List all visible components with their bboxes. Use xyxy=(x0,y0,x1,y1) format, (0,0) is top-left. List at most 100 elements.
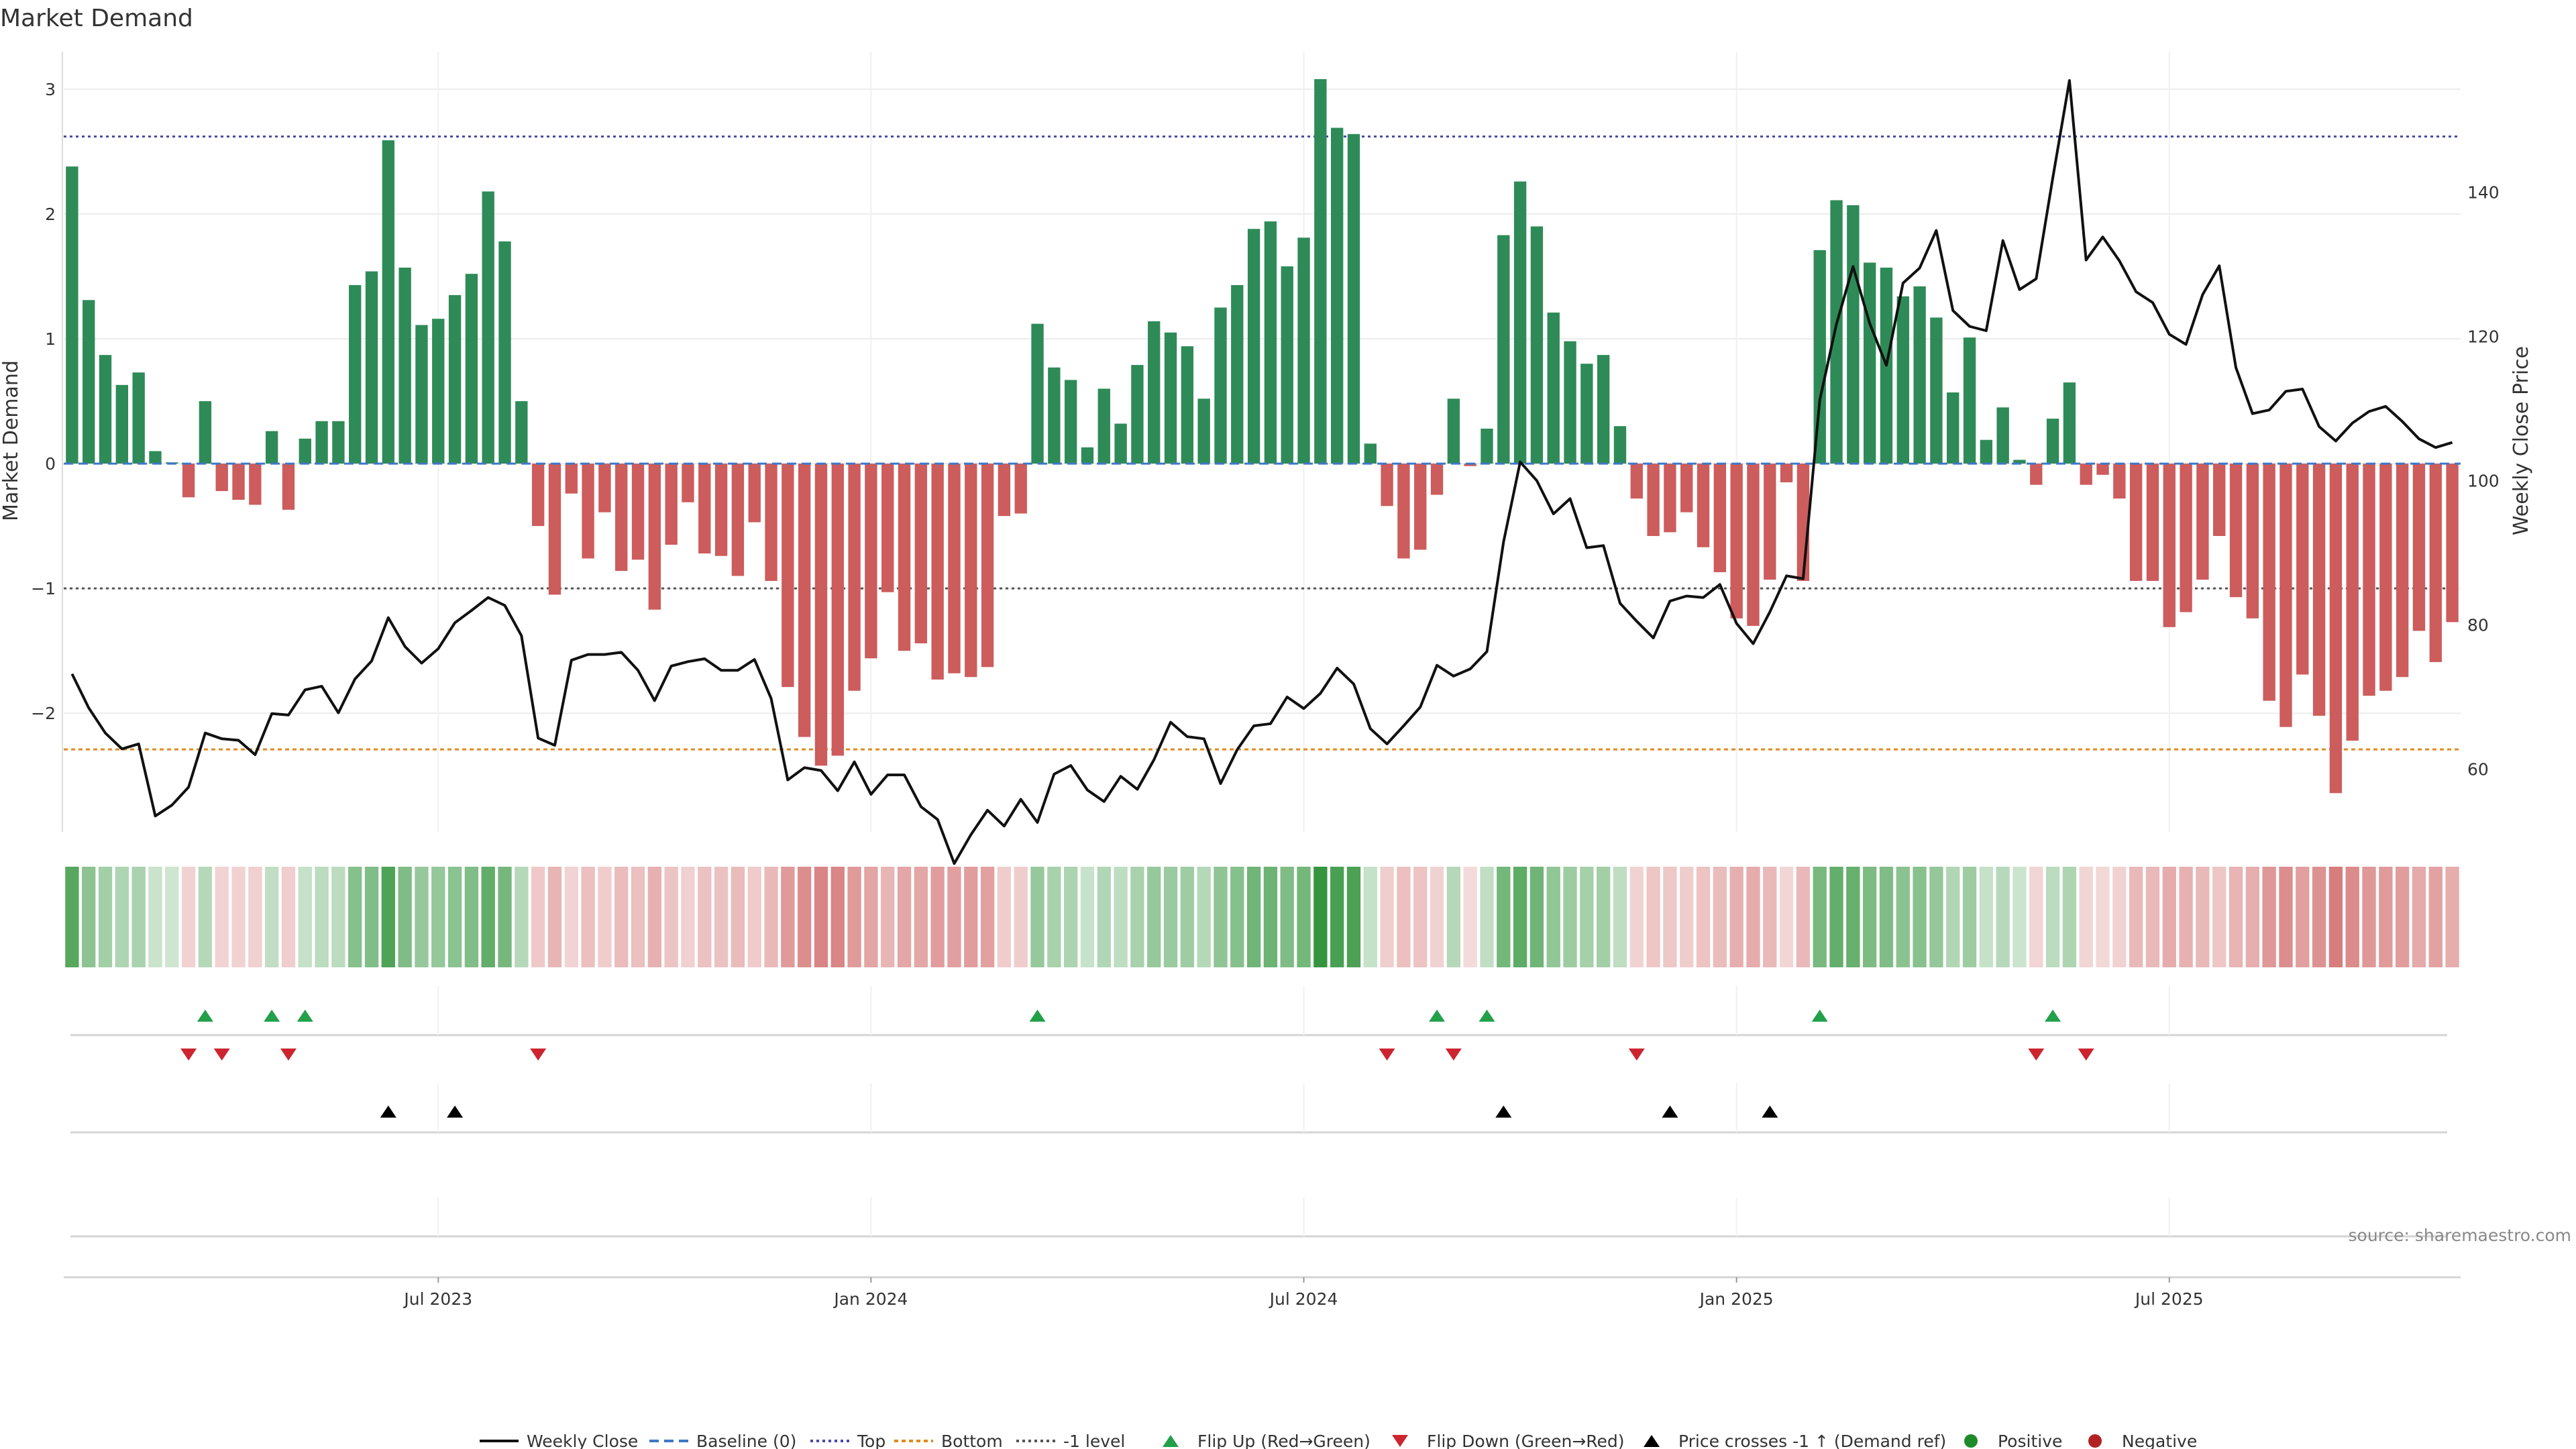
demand-bar-positive xyxy=(398,267,411,464)
legend-label: Baseline (0) xyxy=(696,1432,796,1449)
strip-cell xyxy=(764,867,778,967)
demand-bar-positive xyxy=(1114,423,1127,464)
strip-cell xyxy=(1313,867,1328,967)
demand-bar-positive xyxy=(1497,235,1510,464)
demand-bar-negative xyxy=(2180,464,2192,612)
demand-bar-positive xyxy=(1847,205,1860,464)
demand-bar-positive xyxy=(1830,200,1843,464)
demand-bar-negative xyxy=(848,464,861,691)
x-tick-label: Jan 2025 xyxy=(1699,1289,1774,1309)
demand-bar-negative xyxy=(2379,464,2392,691)
demand-bar-negative xyxy=(1764,464,1776,580)
strip-cell xyxy=(1280,867,1294,967)
strip-cell xyxy=(115,867,129,967)
strip-cell xyxy=(2245,867,2260,967)
demand-bar-negative xyxy=(648,464,661,610)
flip-up-marker xyxy=(297,1010,313,1022)
demand-bar-negative xyxy=(2196,464,2209,580)
demand-bar-negative xyxy=(1664,464,1676,533)
demand-bar-negative xyxy=(1430,464,1444,495)
demand-bar-negative xyxy=(565,464,578,494)
strip-cell xyxy=(997,867,1012,967)
strip-cell xyxy=(2029,867,2043,967)
demand-heat-strip xyxy=(65,867,2459,967)
demand-bar-negative xyxy=(2296,464,2309,675)
strip-cell xyxy=(2428,867,2443,967)
demand-bar-positive xyxy=(1547,312,1560,464)
strip-cell xyxy=(2129,867,2143,967)
demand-bar-positive xyxy=(2013,460,2026,464)
strip-cell xyxy=(547,867,562,967)
demand-bar-positive xyxy=(1597,355,1610,464)
strip-cell xyxy=(65,867,79,967)
demand-bar-negative xyxy=(1014,464,1027,514)
strip-cell xyxy=(1446,867,1461,967)
demand-bar-positive xyxy=(332,421,345,464)
demand-bar-negative xyxy=(2263,464,2275,701)
legend-label: Price crosses -1 ↑ (Demand ref) xyxy=(1678,1432,1946,1449)
demand-bar-positive xyxy=(1031,323,1044,464)
strip-cell xyxy=(647,867,662,967)
x-tick-label: Jan 2024 xyxy=(833,1289,908,1309)
demand-bar-positive xyxy=(1947,392,1960,464)
strip-cell xyxy=(98,867,113,967)
demand-bar-negative xyxy=(1697,464,1710,547)
strip-cell xyxy=(215,867,229,967)
strip-cell xyxy=(1047,867,1061,967)
strip-cell xyxy=(847,867,861,967)
demand-bar-positive xyxy=(1963,337,1976,464)
demand-bar-positive xyxy=(1913,286,1926,464)
demand-bar-positive xyxy=(1297,237,1310,464)
strip-cell xyxy=(2045,867,2060,967)
y-tick-label-left: 0 xyxy=(45,454,56,474)
demand-bar-positive xyxy=(1231,284,1244,464)
demand-bar-negative xyxy=(2429,464,2442,662)
strip-cell xyxy=(1813,867,1827,967)
demand-bar-positive xyxy=(1813,250,1826,464)
demand-bar-positive xyxy=(299,438,311,464)
strip-cell xyxy=(1130,867,1144,967)
strip-cell xyxy=(1962,867,1977,967)
price-cross-marker xyxy=(1662,1106,1678,1118)
strip-cell xyxy=(731,867,745,967)
demand-bar-positive xyxy=(432,319,445,464)
demand-bar-negative xyxy=(682,464,694,502)
strip-cell xyxy=(1763,867,1777,967)
demand-bar-positive xyxy=(1097,388,1110,464)
strip-cell xyxy=(348,867,362,967)
demand-bar-negative xyxy=(865,464,877,659)
demand-bar-negative xyxy=(232,464,245,500)
strip-cell xyxy=(181,867,196,967)
demand-bar-positive xyxy=(1930,317,1943,464)
strip-cell xyxy=(2212,867,2226,967)
demand-bar-positive xyxy=(1513,181,1527,464)
strip-cell xyxy=(1163,867,1178,967)
strip-cell xyxy=(1014,867,1028,967)
strip-cell xyxy=(747,867,761,967)
strip-cell xyxy=(1330,867,1344,967)
strip-cell xyxy=(481,867,495,967)
price-cross-marker xyxy=(1495,1106,1512,1118)
strip-cell xyxy=(881,867,895,967)
strip-cell xyxy=(1263,867,1278,967)
demand-bar-positive xyxy=(83,300,95,464)
y-tick-label-left: −2 xyxy=(31,704,56,723)
price-cross-marker xyxy=(447,1106,464,1118)
demand-bar-positive xyxy=(482,191,494,464)
demand-bar-negative xyxy=(931,464,944,680)
strip-cell xyxy=(264,867,279,967)
demand-bar-negative xyxy=(881,464,894,592)
strip-cell xyxy=(515,867,529,967)
strip-cell xyxy=(1430,867,1444,967)
demand-bar-positive xyxy=(2046,419,2059,464)
legend-label: Bottom xyxy=(941,1432,1003,1449)
strip-cell xyxy=(1214,867,1228,967)
strip-cell xyxy=(1230,867,1244,967)
demand-bar-positive xyxy=(1996,407,2009,464)
strip-cell xyxy=(2279,867,2293,967)
flip-up-marker xyxy=(1479,1010,1495,1022)
strip-cell xyxy=(1663,867,1677,967)
strip-cell xyxy=(830,867,845,967)
x-axis: Jul 2023 Jan 2024 Jul 2024 Jan 2025 Jul 2025 xyxy=(64,1276,2461,1309)
